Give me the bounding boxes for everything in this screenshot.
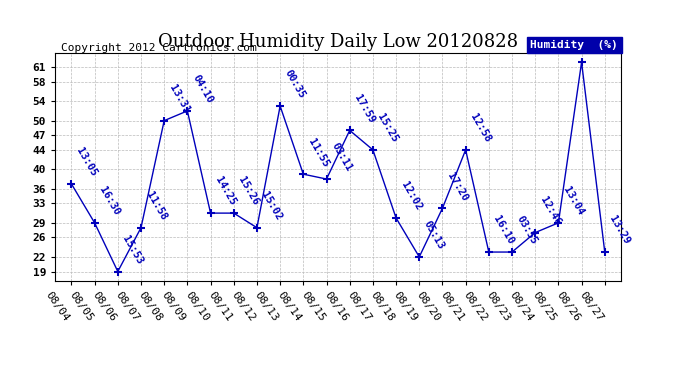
Text: 16:30: 16:30	[97, 185, 121, 217]
Text: 11:58: 11:58	[144, 190, 168, 222]
Text: 04:10: 04:10	[190, 73, 215, 105]
Text: Humidity  (%): Humidity (%)	[531, 40, 618, 50]
Text: 14:25: 14:25	[213, 176, 237, 207]
Text: 12:46: 12:46	[538, 195, 562, 227]
Text: 13:29: 13:29	[608, 214, 632, 246]
Text: 12:02: 12:02	[399, 180, 423, 212]
Text: 03:11: 03:11	[329, 141, 353, 174]
Text: 15:26: 15:26	[237, 176, 261, 207]
Text: 03:55: 03:55	[515, 214, 539, 246]
Text: 17:59: 17:59	[353, 93, 377, 125]
Text: 15:25: 15:25	[375, 112, 400, 144]
Text: 13:31: 13:31	[167, 83, 191, 115]
Text: 12:58: 12:58	[469, 112, 493, 144]
Text: 13:04: 13:04	[561, 185, 585, 217]
Title: Outdoor Humidity Daily Low 20120828: Outdoor Humidity Daily Low 20120828	[158, 33, 518, 51]
Text: 00:35: 00:35	[283, 68, 307, 100]
Text: 13:05: 13:05	[75, 146, 99, 178]
Text: Copyright 2012 Cartronics.com: Copyright 2012 Cartronics.com	[61, 44, 257, 53]
Text: 15:02: 15:02	[259, 190, 284, 222]
Text: 17:20: 17:20	[445, 171, 469, 203]
Text: 15:53: 15:53	[121, 234, 145, 266]
Text: 11:55: 11:55	[306, 136, 331, 169]
Text: 05:13: 05:13	[422, 219, 446, 251]
Text: 16:10: 16:10	[491, 214, 516, 246]
